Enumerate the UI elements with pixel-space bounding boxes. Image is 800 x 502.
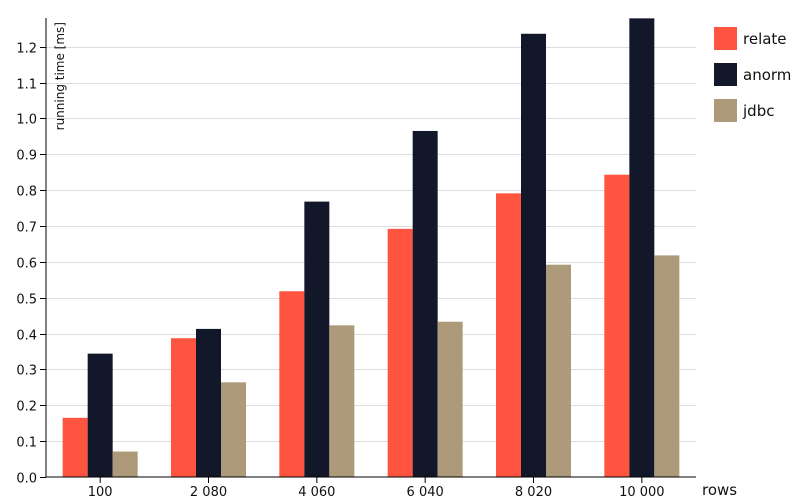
bar-jdbc <box>112 451 138 477</box>
legend: relate anorm jdbc <box>714 27 791 122</box>
legend-label-anorm: anorm <box>743 66 791 84</box>
axes <box>45 18 696 478</box>
bar-anorm <box>304 201 330 477</box>
y-tick-label: 0.5 <box>16 293 37 308</box>
legend-label-jdbc: jdbc <box>742 102 774 120</box>
legend-label-relate: relate <box>743 30 787 48</box>
x-tick-label: 100 <box>88 485 113 500</box>
x-tick-label: 2 080 <box>190 485 227 500</box>
y-tick-label: 1.1 <box>16 78 37 93</box>
bar-jdbc <box>546 264 571 477</box>
y-tick-label: 0.7 <box>16 221 37 236</box>
bar-jdbc <box>437 321 463 477</box>
bar-relate <box>171 338 196 477</box>
bar-anorm <box>196 328 221 477</box>
x-tick-label: 4 060 <box>298 485 335 500</box>
y-tick-label: 0.8 <box>16 185 37 200</box>
x-tick-label: 6 040 <box>407 485 444 500</box>
bars <box>62 18 680 478</box>
y-axis-title: running time [ms] <box>53 22 67 130</box>
y-tick-label: 0.0 <box>16 472 37 487</box>
bar-anorm <box>87 353 113 477</box>
x-tick-label: 10 000 <box>619 485 665 500</box>
x-axis-title: rows <box>702 481 737 499</box>
bar-relate <box>604 174 630 477</box>
bar-jdbc <box>329 325 355 477</box>
gridlines <box>46 47 696 442</box>
y-tick-label: 1.0 <box>16 113 37 128</box>
y-tick-label: 0.2 <box>16 400 37 415</box>
legend-swatch-relate <box>714 27 737 50</box>
bar-relate <box>387 228 413 477</box>
bar-jdbc <box>221 382 246 477</box>
y-tick-label: 0.3 <box>16 364 37 379</box>
bar-anorm <box>521 33 546 477</box>
x-tick-label: 8 020 <box>515 485 552 500</box>
bar-jdbc <box>654 255 680 477</box>
bar-anorm <box>629 18 655 478</box>
bar-relate <box>62 417 88 477</box>
y-tick-label: 0.9 <box>16 149 37 164</box>
x-axis-ticks: 100 2 080 4 060 6 040 8 020 10 000 <box>88 477 665 500</box>
legend-swatch-anorm <box>714 63 737 86</box>
y-tick-label: 0.1 <box>16 436 37 451</box>
bar-relate <box>496 193 521 477</box>
y-tick-label: 0.4 <box>16 329 37 344</box>
legend-swatch-jdbc <box>714 99 737 122</box>
bar-anorm <box>412 130 438 477</box>
y-tick-label: 0.6 <box>16 257 37 272</box>
bar-relate <box>279 291 305 477</box>
y-tick-label: 1.2 <box>16 42 37 57</box>
y-axis-ticks: 0.0 0.1 0.2 0.3 0.4 0.5 0.6 0.7 0.8 0.9 1.0 1.1 1.2 <box>16 42 46 487</box>
